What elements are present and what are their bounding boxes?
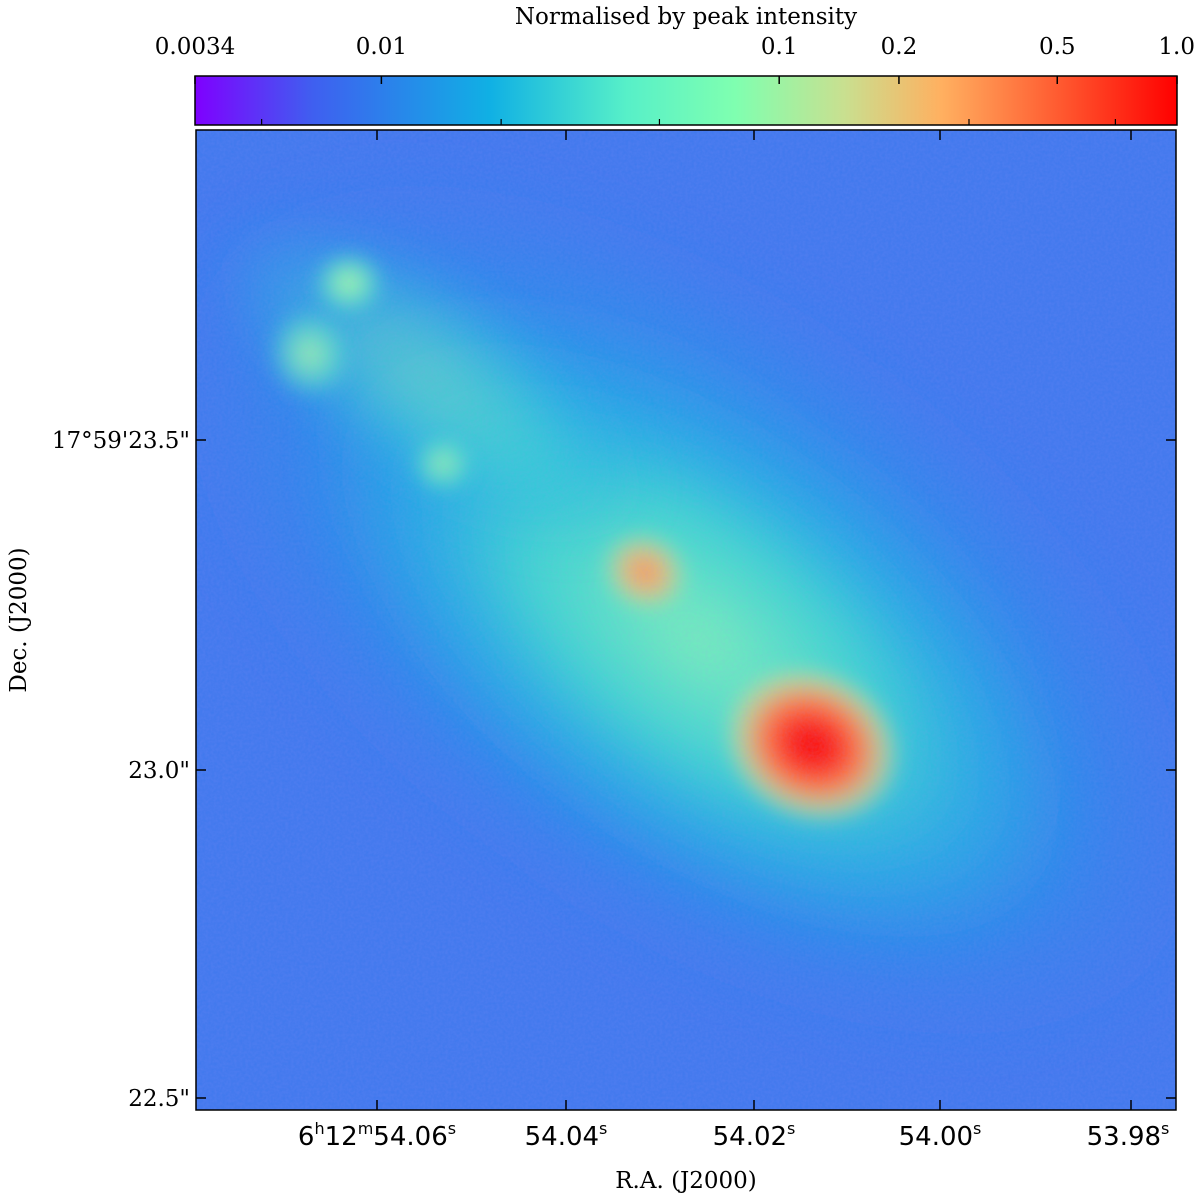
colorbar-tick-label-1: 0.0034 <box>155 34 235 60</box>
x-tick-label-3: 54.02s <box>713 1119 796 1152</box>
y-axis-label: Dec. (J2000) <box>6 547 32 692</box>
y-tick-label-3: 22.5" <box>128 1086 190 1112</box>
x-tick-label-1: 6h12m54.06s <box>298 1119 456 1152</box>
colorbar-gradient <box>194 75 1178 126</box>
y-tick-label-2: 23.0" <box>128 758 190 784</box>
colorbar-tick-label-2: 0.01 <box>356 34 407 60</box>
y-tick-labels: 17°59'23.5" 23.0" 22.5" <box>52 428 190 1112</box>
colorbar-tick-label-3: 0.1 <box>761 34 798 60</box>
map-frame <box>195 129 1177 1111</box>
colorbar-label: Normalised by peak intensity <box>515 4 857 30</box>
axis-tick-marks <box>196 130 1176 1110</box>
colorbar: Normalised by peak intensity 0.0034 0.01 0… <box>155 4 1195 126</box>
colorbar-tick-label-5: 0.5 <box>1039 34 1076 60</box>
x-tick-label-2: 54.04s <box>525 1119 608 1152</box>
colorbar-tick-label-6: 1.0 <box>1158 34 1195 60</box>
x-tick-labels: 6h12m54.06s 54.04s 54.02s 54.00s 53.98s <box>298 1119 1169 1152</box>
x-tick-label-5: 53.98s <box>1087 1119 1170 1152</box>
pixel-noise <box>196 130 1176 1110</box>
y-tick-label-1: 17°59'23.5" <box>52 428 190 454</box>
colorbar-tick-label-4: 0.2 <box>881 34 918 60</box>
colorbar-ticks: 0.0034 0.01 0.1 0.2 0.5 1.0 <box>155 34 1195 125</box>
x-tick-label-4: 54.00s <box>899 1119 982 1152</box>
x-axis-label: R.A. (J2000) <box>615 1168 757 1194</box>
